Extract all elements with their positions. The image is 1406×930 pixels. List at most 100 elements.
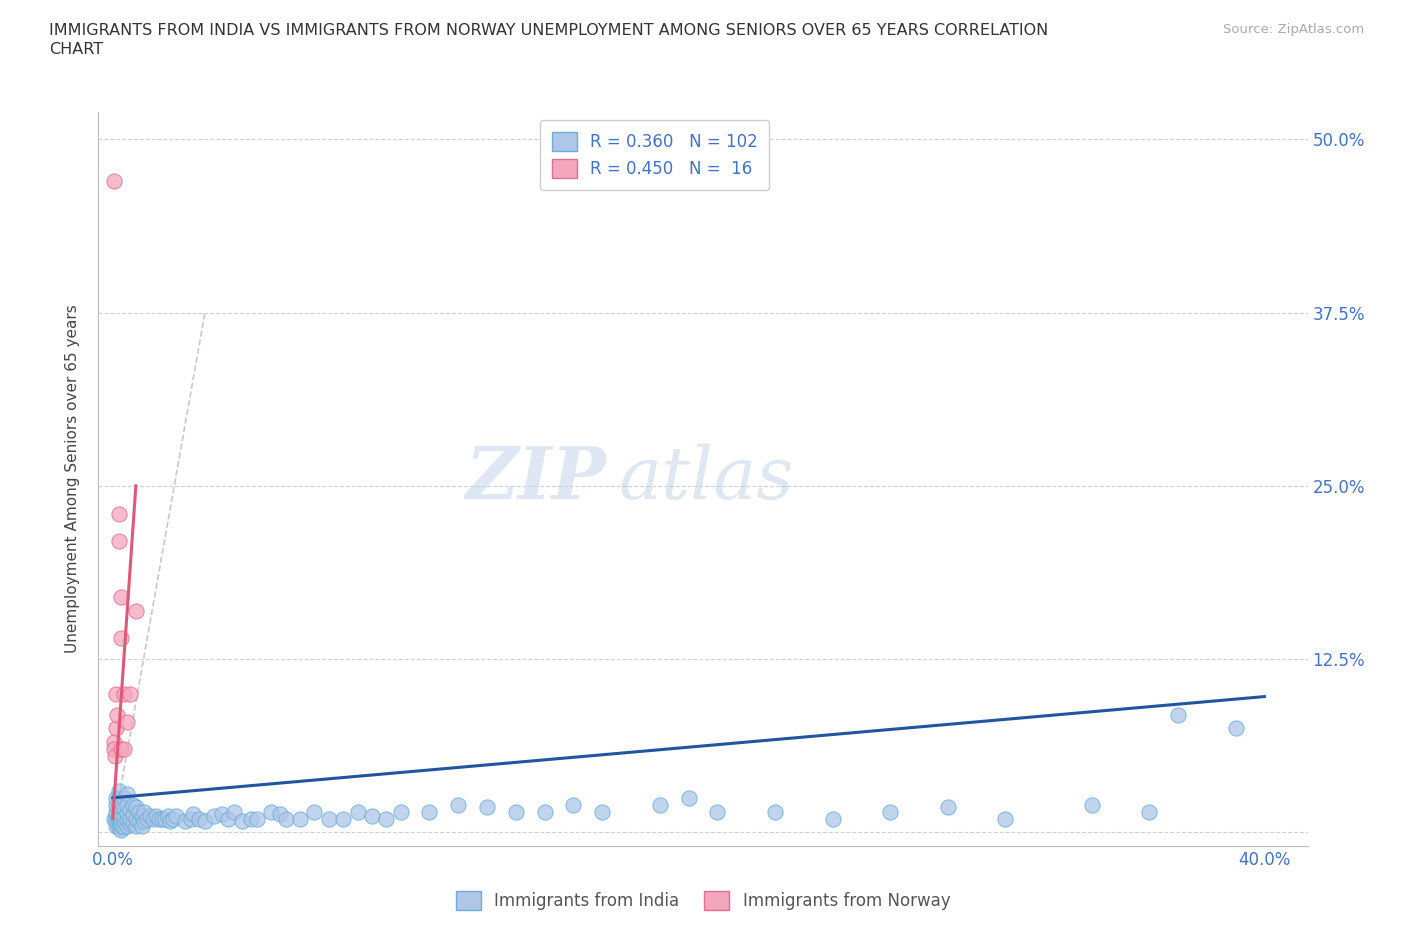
Point — [246, 811, 269, 826]
Point — [110, 822, 132, 837]
Point — [288, 811, 311, 826]
Point — [706, 804, 728, 819]
Point — [107, 808, 129, 823]
Point — [332, 811, 354, 826]
Point — [1167, 707, 1189, 722]
Point — [1225, 721, 1247, 736]
Point — [128, 804, 150, 819]
Point — [110, 631, 132, 645]
Point — [104, 749, 127, 764]
Point — [202, 808, 225, 823]
Point — [591, 804, 613, 819]
Point — [103, 742, 125, 757]
Point — [165, 808, 187, 823]
Point — [131, 818, 153, 833]
Point — [112, 819, 135, 834]
Point — [112, 686, 135, 701]
Point — [104, 814, 127, 829]
Point — [180, 811, 202, 826]
Point — [115, 786, 138, 801]
Point — [107, 817, 129, 831]
Point — [162, 811, 184, 826]
Point — [120, 817, 142, 831]
Point — [505, 804, 527, 819]
Point — [104, 818, 127, 833]
Text: atlas: atlas — [619, 444, 794, 514]
Point — [1080, 797, 1102, 812]
Point — [112, 742, 135, 757]
Point — [107, 800, 129, 815]
Text: IMMIGRANTS FROM INDIA VS IMMIGRANTS FROM NORWAY UNEMPLOYMENT AMONG SENIORS OVER : IMMIGRANTS FROM INDIA VS IMMIGRANTS FROM… — [49, 23, 1049, 38]
Point — [110, 794, 132, 809]
Point — [389, 804, 412, 819]
Point — [269, 807, 291, 822]
Point — [107, 534, 129, 549]
Point — [318, 811, 340, 826]
Point — [104, 721, 127, 736]
Point — [115, 818, 138, 833]
Point — [346, 804, 368, 819]
Point — [231, 814, 253, 829]
Point — [125, 604, 148, 618]
Point — [139, 808, 162, 823]
Point — [475, 800, 498, 815]
Point — [110, 818, 132, 833]
Point — [112, 814, 135, 829]
Point — [104, 790, 127, 805]
Point — [879, 804, 901, 819]
Point — [418, 804, 440, 819]
Point — [361, 808, 384, 823]
Point — [110, 800, 132, 815]
Point — [222, 804, 245, 819]
Point — [131, 808, 153, 823]
Point — [533, 804, 555, 819]
Point — [107, 804, 129, 819]
Point — [562, 797, 585, 812]
Point — [304, 804, 326, 819]
Point — [104, 804, 127, 819]
Point — [110, 807, 132, 822]
Legend: Immigrants from India, Immigrants from Norway: Immigrants from India, Immigrants from N… — [449, 884, 957, 917]
Point — [145, 808, 167, 823]
Point — [240, 811, 263, 826]
Y-axis label: Unemployment Among Seniors over 65 years: Unemployment Among Seniors over 65 years — [65, 305, 80, 653]
Point — [122, 797, 145, 812]
Point — [159, 814, 181, 829]
Point — [122, 807, 145, 822]
Point — [115, 805, 138, 820]
Point — [128, 814, 150, 829]
Point — [104, 686, 127, 701]
Point — [150, 811, 173, 826]
Point — [105, 707, 128, 722]
Point — [194, 814, 217, 829]
Point — [125, 811, 148, 826]
Point — [107, 811, 129, 826]
Point — [112, 790, 135, 805]
Point — [678, 790, 700, 805]
Point — [447, 797, 470, 812]
Point — [153, 811, 176, 826]
Point — [122, 816, 145, 830]
Point — [120, 811, 142, 826]
Point — [110, 816, 132, 830]
Point — [104, 797, 127, 812]
Point — [211, 807, 233, 822]
Point — [375, 811, 398, 826]
Point — [134, 804, 156, 819]
Point — [110, 742, 132, 757]
Point — [107, 821, 129, 836]
Point — [142, 811, 165, 826]
Point — [125, 800, 148, 815]
Point — [148, 811, 170, 826]
Point — [648, 797, 671, 812]
Point — [821, 811, 844, 826]
Point — [120, 686, 142, 701]
Point — [104, 808, 127, 823]
Point — [110, 590, 132, 604]
Point — [136, 811, 159, 826]
Point — [103, 811, 125, 826]
Text: Source: ZipAtlas.com: Source: ZipAtlas.com — [1223, 23, 1364, 36]
Point — [260, 804, 283, 819]
Point — [115, 797, 138, 812]
Point — [994, 811, 1017, 826]
